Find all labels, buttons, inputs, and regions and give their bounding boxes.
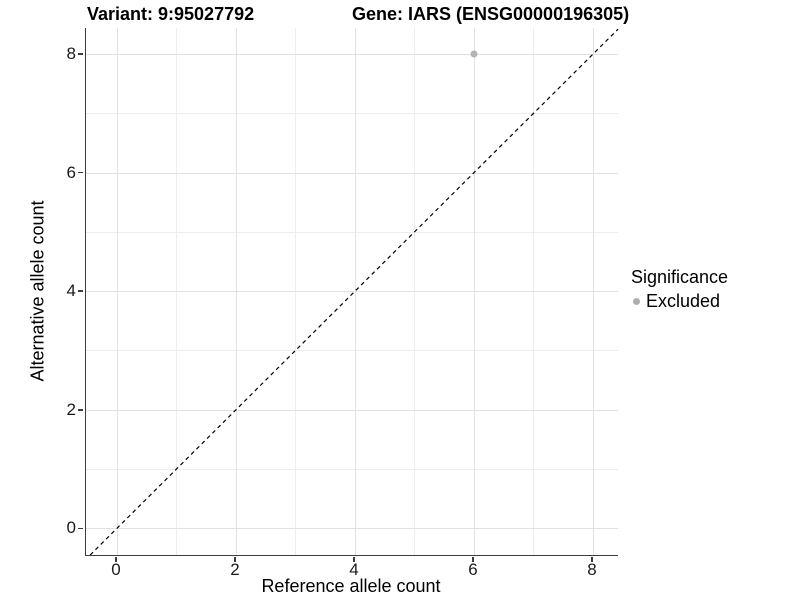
y-tick-label: 2 xyxy=(66,399,76,419)
major-gridline-horizontal xyxy=(86,172,618,174)
legend-item: Excluded xyxy=(631,291,728,312)
identity-line xyxy=(89,28,619,556)
x-tick-label: 2 xyxy=(230,560,240,579)
legend-point-icon xyxy=(633,298,640,305)
legend-items: Excluded xyxy=(631,291,728,312)
x-axis-tick xyxy=(591,556,593,562)
y-axis-tick xyxy=(78,290,84,292)
minor-gridline-horizontal xyxy=(86,469,618,471)
x-tick-label: 0 xyxy=(111,560,121,579)
plot-title-gene: Gene: IARS (ENSG00000196305) xyxy=(352,4,630,24)
x-axis-tick xyxy=(115,556,117,562)
x-axis-tick xyxy=(472,556,474,562)
x-axis-title: Reference allele count xyxy=(261,576,441,596)
data-point xyxy=(470,50,478,58)
major-gridline-horizontal xyxy=(86,409,618,411)
x-tick-label: 6 xyxy=(468,560,478,579)
legend-item-label: Excluded xyxy=(646,291,721,311)
minor-gridline-horizontal xyxy=(86,350,618,352)
legend: Significance Excluded xyxy=(631,267,728,312)
minor-gridline-horizontal xyxy=(86,113,618,115)
minor-gridline-horizontal xyxy=(86,231,618,233)
y-tick-label: 6 xyxy=(66,162,76,182)
y-tick-label: 0 xyxy=(66,518,76,538)
major-gridline-horizontal xyxy=(86,291,618,293)
x-axis-tick xyxy=(234,556,236,562)
plot-panel xyxy=(85,28,619,556)
y-axis-tick xyxy=(78,409,84,411)
y-axis-tick xyxy=(78,53,84,55)
y-tick-label: 8 xyxy=(66,44,76,64)
x-tick-label: 8 xyxy=(587,560,597,579)
x-tick-label: 4 xyxy=(349,560,359,579)
major-gridline-horizontal xyxy=(86,54,618,56)
y-axis-tick xyxy=(78,527,84,530)
y-tick-label: 4 xyxy=(66,281,76,301)
legend-title: Significance xyxy=(631,267,729,287)
plot-title-variant: Variant: 9:95027792 xyxy=(87,4,255,24)
major-gridline-horizontal xyxy=(86,528,618,530)
x-axis-tick xyxy=(353,556,355,562)
y-axis-tick xyxy=(78,171,84,174)
